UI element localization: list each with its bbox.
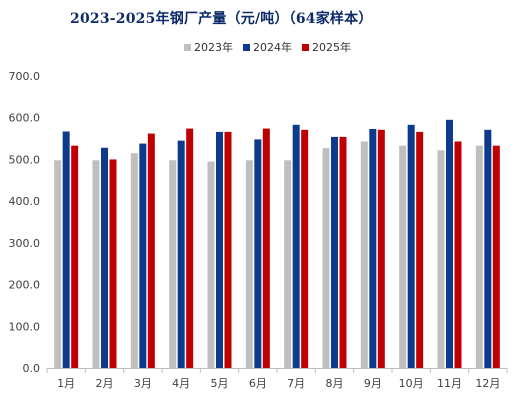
x-tick-label: 4月 [172, 377, 190, 390]
bar [130, 153, 138, 368]
bar [245, 160, 253, 368]
bar [92, 160, 100, 368]
bar [331, 136, 338, 368]
bar [207, 161, 215, 368]
bar [492, 145, 500, 368]
y-tick-label: 600.0 [9, 112, 41, 125]
bar [186, 128, 194, 368]
x-tick-label: 11月 [437, 377, 462, 390]
bar [216, 131, 223, 368]
bar [475, 145, 483, 368]
bar [360, 141, 368, 368]
bar [62, 131, 70, 368]
x-tick-label: 7月 [287, 377, 305, 390]
bar [292, 124, 300, 368]
bar [284, 160, 292, 368]
bar [301, 129, 309, 368]
chart-title: 2023-2025年钢厂产量（元/吨）（64家样本） [70, 11, 373, 27]
y-tick-label: 300.0 [9, 237, 41, 250]
x-tick-label: 10月 [399, 377, 424, 390]
bar [416, 131, 424, 368]
bar [139, 143, 147, 368]
bar [262, 128, 270, 368]
bar [177, 140, 185, 368]
x-tick-label: 1月 [57, 377, 75, 390]
bar [437, 150, 445, 368]
y-tick-label: 500.0 [9, 153, 41, 166]
y-tick-label: 100.0 [9, 320, 41, 333]
bar [169, 160, 177, 368]
bar [71, 145, 79, 368]
bar [377, 129, 385, 368]
x-tick-label: 5月 [211, 377, 229, 390]
bar [224, 131, 232, 368]
bar [54, 160, 62, 368]
bar [109, 159, 117, 368]
y-tick-label: 0.0 [23, 362, 41, 375]
bar [339, 136, 347, 368]
bar [446, 119, 453, 368]
bar [454, 141, 462, 368]
bar [147, 133, 155, 368]
legend: 2023年 2024年 2025年 [184, 39, 351, 55]
x-tick-label: 9月 [364, 377, 382, 390]
legend-label-2024: 2024年 [253, 41, 292, 54]
legend-swatch-2024 [243, 43, 250, 51]
bar [407, 124, 415, 368]
x-tick-label: 8月 [326, 377, 344, 390]
x-tick-label: 6月 [249, 377, 267, 390]
legend-label-2025: 2025年 [312, 41, 351, 54]
legend-item-2023: 2023年 [184, 39, 233, 55]
bar [254, 139, 262, 368]
legend-item-2025: 2025年 [302, 39, 351, 55]
y-tick-label: 400.0 [9, 195, 41, 208]
x-tick-label: 2月 [96, 377, 114, 390]
bar [484, 129, 492, 368]
y-tick-label: 200.0 [9, 279, 41, 292]
x-tick-label: 3月 [134, 377, 152, 390]
legend-label-2023: 2023年 [194, 41, 233, 54]
legend-item-2024: 2024年 [243, 39, 292, 55]
bar [399, 145, 407, 368]
legend-swatch-2025 [302, 43, 309, 51]
legend-swatch-2023 [184, 43, 191, 51]
x-tick-label: 12月 [475, 377, 500, 390]
y-tick-label: 700.0 [9, 70, 41, 83]
bar [322, 148, 330, 368]
bar [369, 128, 377, 368]
bar [101, 147, 108, 368]
